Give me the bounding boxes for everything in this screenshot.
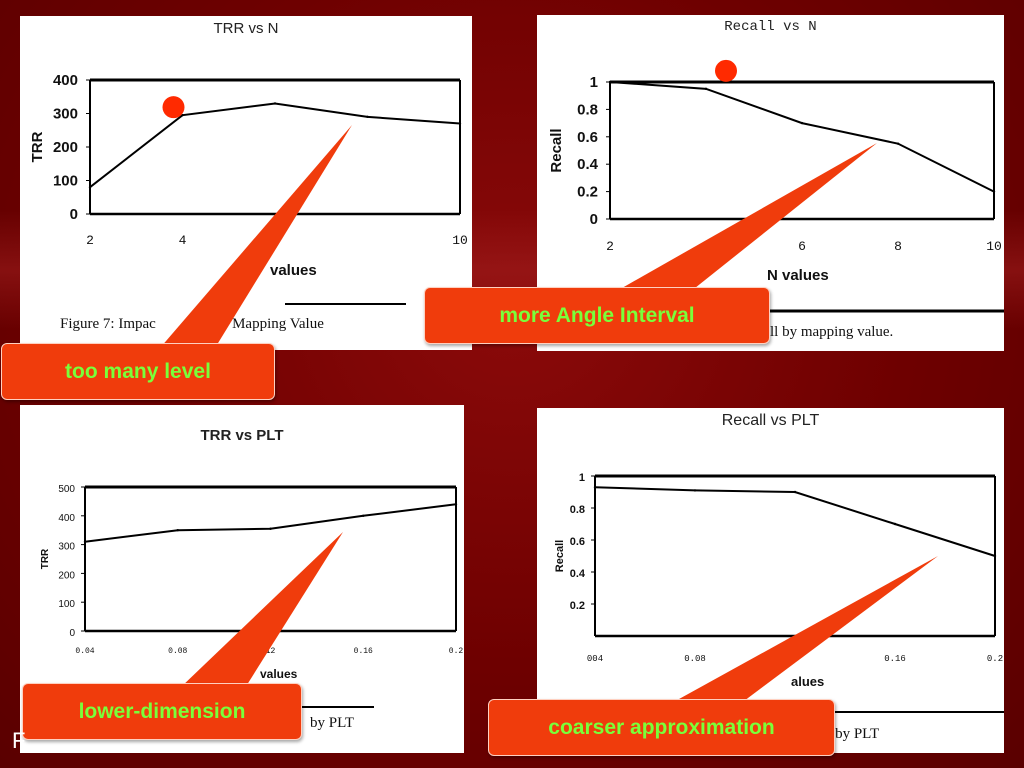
series-line — [84, 503, 457, 543]
y-tick-label: 0.4 — [570, 568, 586, 580]
y-tick-label: 300 — [53, 106, 78, 123]
x-axis-label: values — [260, 667, 298, 681]
callout-more-angle-interval: more Angle Interval — [424, 287, 770, 344]
chart-title: TRR vs PLT — [200, 427, 284, 444]
figure-caption: ll by mapping value. — [770, 324, 894, 340]
x-tick-label: 0.08 — [168, 647, 187, 656]
chart-title: Recall vs N — [724, 19, 817, 35]
chart-title: TRR vs N — [213, 20, 279, 37]
x-tick-label: 8 — [894, 239, 902, 254]
y-tick-label: 0.6 — [577, 129, 598, 146]
x-axis-label: N values — [767, 267, 829, 284]
y-tick-label: 0.8 — [570, 504, 585, 516]
data-point — [593, 486, 597, 489]
figure-caption: ll by PLT — [823, 726, 880, 742]
x-tick-label: 2 — [86, 233, 94, 248]
y-axis-label: Recall — [548, 128, 565, 172]
data-point — [896, 142, 900, 145]
data-point — [693, 489, 697, 492]
callout-coarser-approximation: coarser approximation — [488, 699, 835, 756]
x-tick-label: 10 — [452, 233, 468, 248]
data-point — [458, 122, 462, 125]
y-tick-label: 0 — [69, 628, 75, 639]
y-tick-label: 100 — [53, 173, 78, 190]
data-point — [366, 115, 369, 119]
y-tick-label: 200 — [53, 139, 78, 156]
x-tick-label: 004 — [587, 654, 603, 664]
chart-title: Recall vs PLT — [721, 412, 820, 429]
y-tick-label: 500 — [58, 484, 75, 495]
callout-too-many-level: too many level — [1, 343, 275, 400]
data-point — [176, 529, 179, 532]
y-tick-label: 1 — [590, 74, 598, 91]
y-tick-label: 0.6 — [570, 536, 585, 548]
y-tick-label: 0.4 — [577, 156, 599, 173]
y-axis-label: Recall — [554, 540, 566, 572]
y-tick-label: 400 — [58, 513, 75, 524]
y-tick-label: 0.2 — [570, 600, 585, 612]
callout-lower-dimension: lower-dimension — [22, 683, 302, 740]
data-point — [793, 490, 797, 494]
y-tick-label: 0 — [70, 206, 78, 223]
x-tick-label: 0.2 — [987, 654, 1003, 664]
y-tick-label: 400 — [53, 72, 78, 89]
x-axis-label: alues — [791, 674, 825, 689]
data-point — [704, 87, 708, 91]
data-point — [269, 527, 272, 530]
y-tick-label: 0.2 — [577, 184, 598, 201]
y-axis-label: TRR — [29, 131, 46, 162]
x-axis-label: values — [270, 262, 317, 279]
series-line — [89, 102, 461, 188]
y-tick-label: 0 — [590, 211, 598, 228]
figure-caption: by PLT — [310, 715, 355, 731]
x-tick-label: 0.16 — [354, 647, 373, 656]
y-tick-label: 300 — [58, 542, 75, 553]
x-tick-label: 6 — [271, 233, 279, 248]
y-tick-label: 200 — [58, 570, 75, 581]
chart-panel-trr-vs-n: TRR vs N 0 100 200 300 400 2 4 6 10 TRR values Fi… — [20, 16, 472, 350]
x-tick-label: 0.08 — [684, 654, 706, 664]
highlight-marker — [715, 59, 737, 82]
data-point — [454, 503, 458, 506]
data-point — [273, 102, 277, 105]
data-point — [800, 121, 804, 125]
footer-letter: F — [12, 728, 26, 753]
data-point — [893, 522, 897, 526]
series-line — [609, 81, 995, 193]
series-line — [594, 486, 996, 557]
x-tick-label: 0.2 — [449, 647, 464, 656]
y-tick-label: 1 — [579, 472, 585, 484]
figure-caption: Figure 7: Impac RR by Mapping Value — [60, 316, 324, 332]
data-point — [362, 514, 365, 517]
data-point — [608, 80, 612, 84]
data-point — [993, 554, 997, 558]
x-tick-label: 2 — [606, 239, 614, 254]
data-point — [88, 186, 92, 189]
y-axis-label: TRR — [40, 548, 51, 569]
highlight-marker — [162, 96, 185, 119]
x-tick-label: 6 — [798, 239, 806, 254]
y-tick-label: 0.8 — [577, 101, 598, 118]
x-tick-label: 4 — [179, 233, 187, 248]
data-point — [181, 113, 184, 117]
x-tick-label: 10 — [986, 239, 1002, 254]
data-point — [83, 540, 87, 543]
x-tick-label: 0.04 — [75, 647, 94, 656]
x-tick-label: 0.16 — [884, 654, 906, 664]
chart-svg: 0 100 200 300 400 2 4 6 10 TRR — [29, 72, 468, 305]
data-point — [992, 190, 996, 193]
x-tick-label: 12 — [266, 647, 276, 656]
y-tick-label: 100 — [58, 599, 75, 610]
